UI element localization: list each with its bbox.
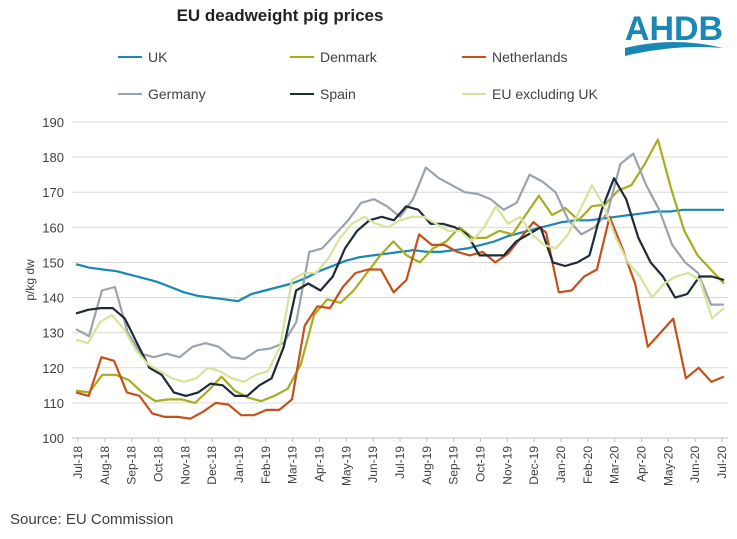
x-tick-label: May-20: [661, 446, 675, 486]
x-tick-label: Dec-19: [527, 446, 541, 485]
series-line-germany: [75, 152, 724, 361]
legend-label: Germany: [148, 86, 206, 102]
legend-swatch: [462, 93, 486, 95]
series-line-netherlands: [75, 215, 725, 420]
x-tick-label: Jun-19: [366, 446, 380, 483]
x-tick-label: Sep-18: [125, 446, 139, 485]
legend-item: EU excluding UK: [462, 84, 598, 104]
x-tick-label: Jul-20: [715, 446, 729, 479]
x-tick-label: May-19: [339, 446, 353, 486]
x-tick-label: Aug-18: [98, 446, 112, 485]
y-tick-label: 150: [42, 255, 64, 270]
legend-item: UK: [118, 47, 167, 67]
legend-swatch: [118, 93, 142, 95]
y-tick-label: 190: [42, 115, 64, 130]
legend-item: Denmark: [290, 47, 377, 67]
y-tick-label: 140: [42, 291, 64, 306]
source-note: Source: EU Commission: [10, 511, 174, 528]
x-tick-label: Nov-18: [178, 446, 192, 485]
ahdb-logo: AHDB: [625, 10, 723, 56]
legend-swatch: [118, 56, 142, 58]
x-tick-label: Oct-19: [474, 446, 488, 482]
y-tick-label: 110: [43, 396, 64, 411]
legend-item: Germany: [118, 84, 206, 104]
x-tick-label: Sep-19: [447, 446, 461, 485]
x-tick-label: Jan-19: [232, 446, 246, 483]
legend-item: Spain: [290, 84, 356, 104]
series-line-spain: [75, 177, 725, 397]
x-tick-label: Feb-20: [581, 446, 595, 484]
legend-label: EU excluding UK: [492, 86, 598, 102]
x-tick-label: Oct-18: [152, 446, 166, 482]
y-tick-label: 130: [42, 326, 64, 341]
legend-label: UK: [148, 49, 168, 65]
x-tick-label: Jun-20: [688, 446, 702, 483]
series-line-eu-excluding-uk: [75, 184, 725, 383]
legend-label: Denmark: [320, 49, 377, 65]
legend-swatch: [462, 56, 486, 58]
legend-label: Spain: [320, 86, 356, 102]
x-tick-label: Apr-20: [635, 446, 649, 482]
series-line-uk: [75, 208, 724, 303]
svg-text:AHDB: AHDB: [625, 10, 723, 48]
series-line-denmark: [75, 138, 725, 404]
y-tick-label: 160: [42, 220, 64, 235]
legend-label: Netherlands: [492, 49, 568, 65]
y-tick-label: 100: [42, 431, 64, 446]
legend-swatch: [290, 56, 314, 58]
y-tick-label: 180: [42, 150, 64, 165]
x-tick-label: Jul-18: [71, 446, 85, 479]
x-tick-label: Dec-18: [205, 446, 219, 485]
x-tick-label: Mar-19: [286, 446, 300, 484]
legend-swatch: [290, 93, 314, 95]
y-tick-label: 170: [42, 185, 64, 200]
y-tick-label: 120: [42, 361, 64, 376]
y-axis-label: p/kg dw: [23, 259, 37, 301]
x-tick-label: Jan-20: [554, 446, 568, 483]
x-tick-label: Feb-19: [259, 446, 273, 484]
x-tick-label: Jul-19: [393, 446, 407, 479]
legend-item: Netherlands: [462, 47, 568, 67]
x-tick-label: Nov-19: [500, 446, 514, 485]
chart-title: EU deadweight pig prices: [176, 6, 384, 25]
x-tick-label: Apr-19: [313, 446, 327, 482]
x-tick-label: Aug-19: [420, 446, 434, 485]
x-tick-label: Mar-20: [608, 446, 622, 484]
